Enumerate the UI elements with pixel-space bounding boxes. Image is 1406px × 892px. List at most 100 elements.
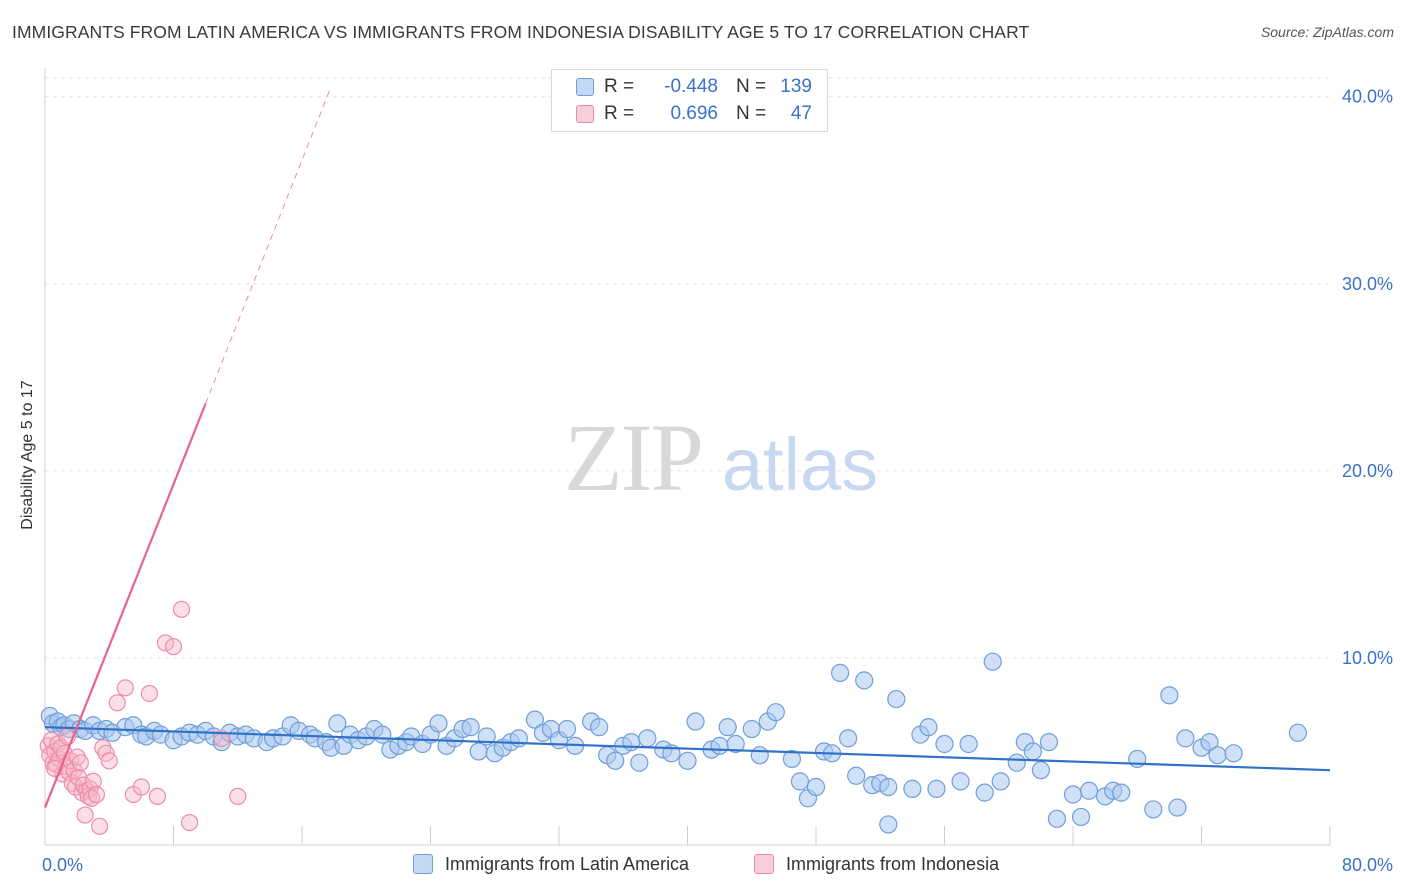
legend-n-label: N = [736,76,767,97]
data-point-indonesia [172,600,191,618]
data-point-latin-america [1007,753,1026,772]
data-point-indonesia [84,772,102,790]
data-point-indonesia [91,817,109,835]
data-point-latin-america [429,714,448,733]
legend-r-value: -0.448 [664,76,718,97]
data-point-latin-america [1023,742,1042,761]
data-point-latin-america [975,783,994,802]
data-point-latin-america [935,734,954,754]
data-point-latin-america [806,777,826,797]
data-point-latin-america [991,772,1010,791]
legend-label-indonesia: Immigrants from Indonesia [786,853,1000,874]
data-point-latin-america [1288,723,1307,742]
data-point-indonesia [100,752,118,770]
data-point-latin-america [557,719,577,739]
data-point-indonesia [132,778,150,796]
data-point-latin-america [1200,733,1219,752]
y-tick-label: 30.0% [1342,274,1393,294]
data-point-latin-america [750,746,769,765]
data-point-latin-america [1176,729,1195,748]
data-point-indonesia [156,634,175,652]
data-point-indonesia [108,694,126,712]
data-point-latin-america [718,718,737,737]
data-point-latin-america [686,712,705,731]
data-point-indonesia [148,787,167,805]
legend-swatch-pink [576,105,594,123]
data-point-indonesia [180,813,199,832]
data-point-indonesia [164,638,183,656]
data-point-latin-america [887,689,906,709]
data-point-indonesia [76,806,94,824]
data-point-latin-america [328,714,347,733]
legend-item-latin-america: Immigrants from Latin America [413,852,689,876]
trendline-latin-america [44,726,1331,772]
legend-r-label: R = [604,76,635,97]
watermark-atlas: atlas [722,423,878,506]
data-point-latin-america [461,718,480,737]
legend-n-value: 139 [780,76,812,97]
data-point-latin-america [1039,733,1059,752]
data-point-indonesia [229,787,247,805]
data-point-latin-america [1047,809,1067,828]
data-point-latin-america [879,777,898,797]
data-point-latin-america [1208,746,1227,765]
data-point-latin-america [1079,781,1099,800]
data-point-latin-america [927,779,946,798]
legend-swatch-pink [754,854,774,874]
chart-title: IMMIGRANTS FROM LATIN AMERICA VS IMMIGRA… [12,22,1030,42]
legend-n-label: N = [736,103,767,124]
stats-legend: R = -0.448 N = 139 R = 0.696 N = 47 [551,69,828,132]
data-point-indonesia [68,748,86,766]
data-point-indonesia [140,684,159,703]
data-point-latin-america [1224,744,1243,763]
watermark-zip: ZIP [564,404,702,511]
data-point-latin-america [1144,800,1163,819]
data-point-latin-america [638,729,657,748]
data-point-latin-america [606,751,625,770]
data-point-latin-america [903,779,922,798]
legend-swatch-blue [413,854,433,874]
data-point-latin-america [959,734,978,754]
y-tick-label: 10.0% [1342,648,1393,668]
data-point-latin-america [1031,761,1050,780]
data-point-indonesia [71,754,89,772]
legend-swatch-blue [576,78,594,96]
data-point-latin-america [766,703,785,722]
y-tick-label: 20.0% [1342,461,1393,481]
data-point-latin-america [1160,686,1179,705]
y-tick-label: 40.0% [1342,87,1393,107]
data-point-latin-america [678,751,697,770]
data-point-latin-america [525,710,545,729]
legend-label-latin-america: Immigrants from Latin America [445,853,690,874]
legend-row-indonesia: R = 0.696 N = 47 [576,102,812,126]
data-point-latin-america [726,734,745,754]
data-point-latin-america [469,742,488,761]
source-credit: Source: ZipAtlas.com [1260,24,1394,40]
data-point-latin-america [983,652,1002,671]
x-tick-label: 0.0% [42,855,83,875]
data-point-latin-america [839,729,858,748]
data-point-latin-america [951,772,970,791]
data-point-indonesia [116,679,134,697]
data-point-indonesia [87,785,106,804]
data-point-latin-america [1168,798,1187,817]
data-point-latin-america [830,663,850,682]
data-point-latin-america [879,815,898,834]
data-point-latin-america [710,736,729,755]
data-point-latin-america [509,729,528,748]
legend-row-latin-america: R = -0.448 N = 139 [576,75,812,99]
data-point-latin-america [782,749,802,769]
data-point-latin-america [373,725,392,744]
trendline-indonesia [43,403,207,808]
data-point-latin-america [919,718,938,737]
data-point-latin-america [847,766,866,785]
data-point-latin-america [590,718,609,737]
data-point-latin-america [1063,785,1083,804]
legend-n-value: 47 [790,103,812,124]
x-tick-label: 80.0% [1342,855,1393,875]
data-point-latin-america [742,719,761,739]
data-point-latin-america [855,671,874,690]
legend-r-label: R = [604,103,635,124]
data-point-indonesia [213,729,231,747]
